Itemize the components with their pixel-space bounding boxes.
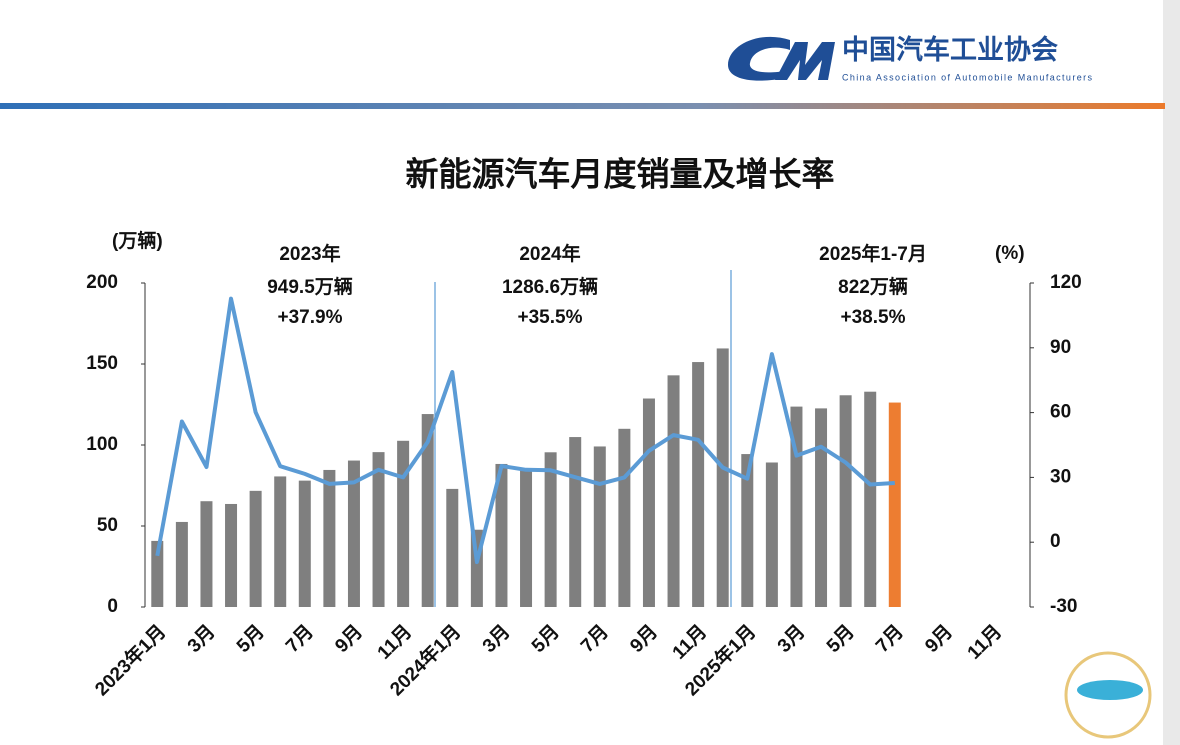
logo — [728, 36, 835, 81]
x-tick-label: 7月 — [577, 621, 613, 657]
x-tick-label: 11月 — [669, 621, 711, 663]
x-tick-label: 3月 — [479, 621, 515, 657]
x-tick-label: 7月 — [872, 621, 908, 657]
bar — [200, 501, 213, 607]
bar — [618, 428, 631, 607]
x-tick-label: 11月 — [964, 621, 1006, 663]
x-tick-label: 5月 — [528, 621, 564, 657]
y-tick-label: 100 — [86, 434, 118, 455]
x-tick-label: 11月 — [374, 621, 416, 663]
x-tick-label: 5月 — [233, 621, 269, 657]
watermark — [1064, 651, 1152, 739]
x-tick-label: 3月 — [184, 621, 220, 657]
bar — [249, 490, 262, 607]
y-axis-label: (万辆) — [112, 229, 163, 252]
bar — [175, 521, 188, 607]
bar — [765, 462, 778, 607]
bar — [839, 395, 852, 607]
annotation: 822万辆 — [838, 275, 908, 298]
y2-tick-label: 60 — [1050, 402, 1071, 423]
bar — [642, 398, 655, 607]
y2-tick-label: 120 — [1050, 272, 1082, 293]
bar — [864, 391, 877, 607]
bar — [692, 362, 705, 607]
x-tick-label: 9月 — [626, 621, 662, 657]
bar — [741, 454, 754, 607]
annotation: 949.5万辆 — [267, 275, 353, 298]
bar — [815, 408, 828, 607]
bar — [888, 402, 901, 607]
annotation: 1286.6万辆 — [502, 275, 598, 298]
x-tick-label: 7月 — [282, 621, 318, 657]
y-tick-label: 50 — [97, 515, 118, 536]
y-tick-label: 200 — [86, 272, 118, 293]
y2-tick-label: 0 — [1050, 531, 1061, 552]
bar — [151, 540, 164, 607]
bar — [347, 460, 360, 607]
bar — [667, 375, 680, 607]
bar — [323, 469, 336, 607]
y2-tick-label: 30 — [1050, 466, 1071, 487]
bar — [495, 463, 508, 607]
org-name: 中国汽车工业协会 — [842, 34, 1058, 65]
bar — [372, 452, 385, 607]
chart-title: 新能源汽车月度销量及增长率 — [406, 156, 835, 193]
bar — [790, 406, 803, 607]
x-tick-label: 9月 — [921, 621, 957, 657]
org-name-en: China Association of Automobile Manufact… — [842, 72, 1093, 82]
bar — [593, 446, 606, 607]
y2-axis-label: (%) — [995, 243, 1025, 264]
growth-line — [155, 296, 895, 565]
y2-tick-label: -30 — [1050, 596, 1077, 617]
bar — [569, 437, 582, 607]
annotation: +37.9% — [278, 307, 343, 328]
bar — [225, 503, 238, 607]
bar — [520, 469, 533, 607]
annotation: +38.5% — [841, 307, 906, 328]
annotation: 2025年1-7月 — [819, 242, 927, 265]
annotation: 2024年 — [519, 242, 580, 265]
bar — [274, 476, 287, 607]
annotation: 2023年 — [279, 242, 340, 265]
bar — [397, 440, 410, 607]
bar — [544, 452, 557, 607]
x-tick-label: 5月 — [823, 621, 859, 657]
x-tick-label: 2023年1月 — [90, 620, 170, 700]
y-tick-label: 0 — [107, 596, 118, 617]
y2-tick-label: 90 — [1050, 337, 1071, 358]
bar — [716, 348, 729, 607]
bar — [421, 414, 434, 607]
annotation: +35.5% — [518, 307, 583, 328]
bar — [298, 480, 311, 607]
x-tick-label: 9月 — [331, 621, 367, 657]
y-tick-label: 150 — [86, 353, 118, 374]
header-rule — [0, 103, 1165, 109]
side-strip — [1163, 0, 1180, 745]
x-tick-label: 3月 — [774, 621, 810, 657]
bar — [446, 488, 459, 607]
